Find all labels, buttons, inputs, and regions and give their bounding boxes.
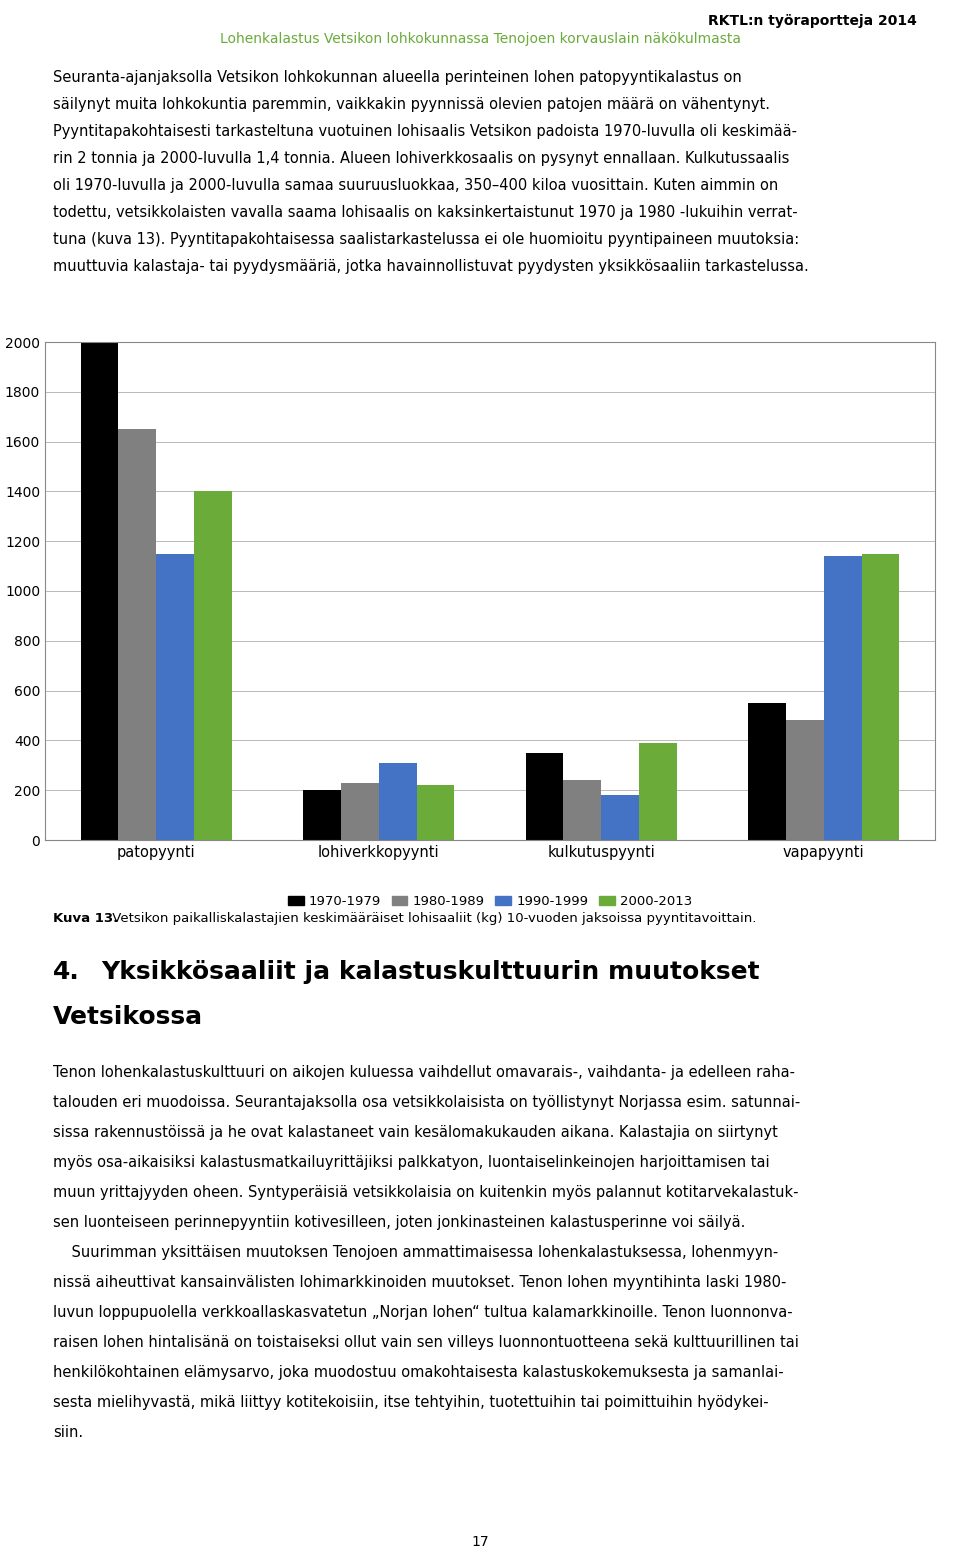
Text: todettu, vetsikkolaisten vavalla saama lohisaalis on kaksinkertaistunut 1970 ja : todettu, vetsikkolaisten vavalla saama l…: [53, 206, 798, 220]
Bar: [341, 783, 379, 839]
Text: sen luonteiseen perinnepyyntiin kotivesilleen, joten jonkinasteinen kalastusperi: sen luonteiseen perinnepyyntiin kotivesi…: [53, 1214, 745, 1230]
Text: muun yrittajyyden oheen. Syntyperäisiä vetsikkolaisia on kuitenkin myös palannut: muun yrittajyyden oheen. Syntyperäisiä v…: [53, 1185, 799, 1200]
Text: Vetsikossa: Vetsikossa: [53, 1004, 203, 1029]
Bar: [156, 554, 194, 839]
Bar: [118, 430, 156, 839]
Text: talouden eri muodoissa. Seurantajaksolla osa vetsikkolaisista on työllistynyt No: talouden eri muodoissa. Seurantajaksolla…: [53, 1095, 800, 1110]
Text: säilynyt muita lohkokuntia paremmin, vaikkakin pyynnissä olevien patojen määrä o: säilynyt muita lohkokuntia paremmin, vai…: [53, 97, 770, 112]
Bar: [601, 796, 639, 839]
Bar: [81, 343, 118, 839]
Text: oli 1970-luvulla ja 2000-luvulla samaa suuruusluokkaa, 350–400 kiloa vuosittain.: oli 1970-luvulla ja 2000-luvulla samaa s…: [53, 177, 778, 193]
Text: Lohenkalastus Vetsikon lohkokunnassa Tenojoen korvauslain näkökulmasta: Lohenkalastus Vetsikon lohkokunnassa Ten…: [220, 33, 740, 47]
Text: luvun loppupuolella verkkoallaskasvatetun „Norjan lohen“ tultua kalamarkkinoille: luvun loppupuolella verkkoallaskasvatetu…: [53, 1305, 792, 1320]
Text: nissä aiheuttivat kansainvälisten lohimarkkinoiden muutokset. Tenon lohen myynti: nissä aiheuttivat kansainvälisten lohima…: [53, 1275, 786, 1291]
Text: henkilökohtainen elämysarvo, joka muodostuu omakohtaisesta kalastuskokemuksesta : henkilökohtainen elämysarvo, joka muodos…: [53, 1365, 783, 1380]
Legend: 1970-1979, 1980-1989, 1990-1999, 2000-2013: 1970-1979, 1980-1989, 1990-1999, 2000-20…: [288, 895, 692, 908]
Bar: [379, 763, 417, 839]
Text: Seuranta-ajanjaksolla Vetsikon lohkokunnan alueella perinteinen lohen patopyynti: Seuranta-ajanjaksolla Vetsikon lohkokunn…: [53, 70, 741, 86]
Bar: [786, 721, 824, 839]
Bar: [748, 704, 786, 839]
Text: siin.: siin.: [53, 1425, 83, 1440]
Bar: [526, 754, 564, 839]
Text: RKTL:n työraportteja 2014: RKTL:n työraportteja 2014: [708, 14, 917, 28]
Bar: [861, 554, 900, 839]
Bar: [639, 743, 677, 839]
Bar: [194, 492, 232, 839]
Text: 4.: 4.: [53, 961, 80, 984]
Text: Tenon lohenkalastuskulttuuri on aikojen kuluessa vaihdellut omavarais-, vaihdant: Tenon lohenkalastuskulttuuri on aikojen …: [53, 1065, 795, 1081]
Text: Vetsikon paikalliskalastajien keskimääräiset lohisaaliit (kg) 10-vuoden jaksoiss: Vetsikon paikalliskalastajien keskimäärä…: [108, 912, 756, 925]
Text: tuna (kuva 13). Pyyntitapakohtaisessa saalistarkastelussa ei ole huomioitu pyynt: tuna (kuva 13). Pyyntitapakohtaisessa sa…: [53, 232, 799, 248]
Text: Kuva 13.: Kuva 13.: [53, 912, 118, 925]
Text: Pyyntitapakohtaisesti tarkasteltuna vuotuinen lohisaalis Vetsikon padoista 1970-: Pyyntitapakohtaisesti tarkasteltuna vuot…: [53, 125, 797, 139]
Text: muuttuvia kalastaja- tai pyydysmääriä, jotka havainnollistuvat pyydysten yksikkö: muuttuvia kalastaja- tai pyydysmääriä, j…: [53, 258, 808, 274]
Bar: [303, 791, 341, 839]
Text: sesta mielihyvastä, mikä liittyy kotitekoisiin, itse tehtyihin, tuotettuihin tai: sesta mielihyvastä, mikä liittyy kotitek…: [53, 1395, 768, 1411]
Text: myös osa-aikaisiksi kalastusmatkailuyrittäjiksi palkkatyon, luontaiselinkeinojen: myös osa-aikaisiksi kalastusmatkailuyrit…: [53, 1155, 769, 1169]
Text: 17: 17: [471, 1535, 489, 1549]
Text: sissa rakennustöissä ja he ovat kalastaneet vain kesälomakukauden aikana. Kalast: sissa rakennustöissä ja he ovat kalastan…: [53, 1126, 778, 1140]
Text: raisen lohen hintalisänä on toistaiseksi ollut vain sen villeys luonnontuotteena: raisen lohen hintalisänä on toistaiseksi…: [53, 1334, 799, 1350]
Bar: [564, 780, 601, 839]
Bar: [417, 785, 454, 839]
Text: Suurimman yksittäisen muutoksen Tenojoen ammattimaisessa lohenkalastuksessa, loh: Suurimman yksittäisen muutoksen Tenojoen…: [53, 1246, 778, 1260]
Bar: [824, 556, 861, 839]
Text: rin 2 tonnia ja 2000-luvulla 1,4 tonnia. Alueen lohiverkkosaalis on pysynyt enna: rin 2 tonnia ja 2000-luvulla 1,4 tonnia.…: [53, 151, 789, 167]
Text: Yksikkösaaliit ja kalastuskulttuurin muutokset: Yksikkösaaliit ja kalastuskulttuurin muu…: [101, 961, 759, 984]
